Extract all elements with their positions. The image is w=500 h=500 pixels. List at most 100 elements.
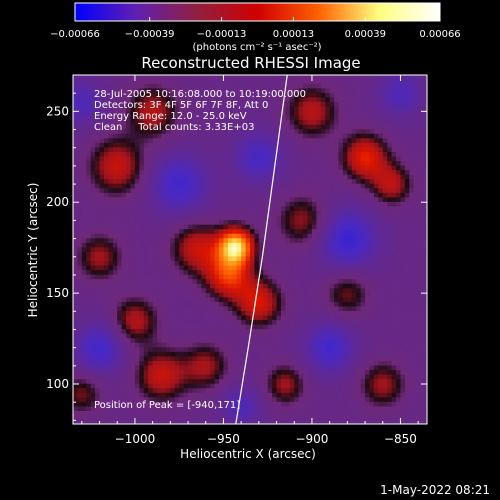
- heatmap-cell: [334, 164, 340, 171]
- heatmap-cell: [334, 333, 340, 339]
- heatmap-cell: [205, 383, 211, 389]
- heatmap-cell: [311, 410, 317, 416]
- heatmap-cell: [196, 405, 202, 411]
- heatmap-cell: [112, 205, 118, 212]
- heatmap-cell: [73, 192, 79, 198]
- heatmap-cell: [157, 364, 163, 371]
- heatmap-cell: [219, 101, 225, 107]
- heatmap-cell: [179, 419, 185, 424]
- heatmap-cell: [342, 260, 348, 266]
- heatmap-cell: [174, 360, 180, 366]
- heatmap-cell: [161, 155, 167, 162]
- heatmap-cell: [267, 75, 273, 80]
- heatmap-cell: [303, 228, 309, 234]
- heatmap-cell: [108, 364, 114, 371]
- heatmap-cell: [280, 269, 286, 275]
- heatmap-cell: [205, 260, 211, 266]
- heatmap-cell: [112, 101, 118, 107]
- heatmap-cell: [183, 87, 189, 93]
- heatmap-cell: [307, 310, 313, 316]
- heatmap-cell: [112, 260, 118, 266]
- heatmap-cell: [285, 414, 291, 421]
- heatmap-cell: [289, 287, 295, 293]
- heatmap-cell: [81, 269, 87, 275]
- heatmap-cell: [108, 133, 114, 139]
- heatmap-cell: [210, 174, 216, 180]
- heatmap-cell: [117, 305, 123, 311]
- heatmap-cell: [311, 233, 317, 239]
- heatmap-cell: [219, 310, 225, 316]
- heatmap-cell: [152, 401, 158, 407]
- heatmap-cell: [294, 196, 300, 202]
- heatmap-cell: [174, 75, 180, 80]
- heatmap-cell: [196, 274, 202, 280]
- heatmap-cell: [289, 174, 295, 180]
- heatmap-cell: [303, 183, 309, 189]
- heatmap-cell: [188, 310, 194, 316]
- heatmap-cell: [219, 414, 225, 421]
- heatmap-cell: [325, 369, 331, 375]
- heatmap-cell: [139, 242, 145, 248]
- heatmap-cell: [303, 196, 309, 202]
- heatmap-cell: [236, 319, 242, 325]
- heatmap-cell: [157, 114, 163, 121]
- heatmap-cell: [214, 178, 220, 184]
- heatmap-cell: [165, 274, 171, 280]
- heatmap-cell: [170, 187, 176, 193]
- heatmap-cell: [179, 274, 185, 280]
- heatmap-cell: [134, 87, 140, 93]
- heatmap-cell: [117, 396, 123, 402]
- heatmap-cell: [356, 255, 362, 262]
- heatmap-cell: [223, 346, 229, 352]
- heatmap-cell: [223, 196, 229, 202]
- heatmap-cell: [280, 205, 286, 212]
- heatmap-cell: [73, 105, 79, 112]
- heatmap-cell: [103, 269, 109, 275]
- heatmap-cell: [325, 392, 331, 398]
- heatmap-cell: [126, 137, 132, 143]
- heatmap-cell: [73, 251, 79, 257]
- heatmap-cell: [179, 242, 185, 248]
- heatmap-cell: [272, 114, 278, 121]
- heatmap-cell: [214, 128, 220, 134]
- heatmap-cell: [108, 187, 114, 193]
- heatmap-cell: [95, 237, 101, 243]
- heatmap-cell: [121, 119, 127, 125]
- heatmap-cell: [73, 264, 79, 271]
- heatmap-cell: [303, 351, 309, 357]
- heatmap-cell: [338, 419, 344, 424]
- heatmap-cell: [356, 360, 362, 366]
- heatmap-cell: [263, 328, 269, 334]
- heatmap-cell: [201, 419, 207, 424]
- heatmap-cell: [157, 296, 163, 302]
- heatmap-cell: [241, 310, 247, 316]
- heatmap-cell: [223, 105, 229, 112]
- heatmap-cell: [241, 405, 247, 411]
- heatmap-cell: [103, 128, 109, 134]
- heatmap-cell: [139, 101, 145, 107]
- heatmap-cell: [73, 196, 79, 202]
- heatmap-cell: [258, 346, 264, 352]
- heatmap-cell: [121, 137, 127, 143]
- heatmap-cell: [152, 192, 158, 198]
- heatmap-cell: [81, 196, 87, 202]
- heatmap-cell: [356, 210, 362, 216]
- heatmap-cell: [219, 183, 225, 189]
- heatmap-cell: [307, 314, 313, 321]
- heatmap-cell: [205, 219, 211, 225]
- heatmap-cell: [90, 151, 96, 157]
- heatmap-cell: [90, 242, 96, 248]
- heatmap-cell: [227, 105, 233, 112]
- heatmap-cell: [214, 151, 220, 157]
- heatmap-cell: [325, 378, 331, 384]
- heatmap-cell: [263, 255, 269, 262]
- heatmap-cell: [227, 360, 233, 366]
- heatmap-cell: [165, 337, 171, 343]
- heatmap-cell: [329, 210, 335, 216]
- heatmap-cell: [103, 219, 109, 225]
- heatmap-cell: [329, 251, 335, 257]
- heatmap-cell: [183, 242, 189, 248]
- heatmap-cell: [285, 251, 291, 257]
- heatmap-cell: [196, 283, 202, 289]
- heatmap-cell: [103, 405, 109, 411]
